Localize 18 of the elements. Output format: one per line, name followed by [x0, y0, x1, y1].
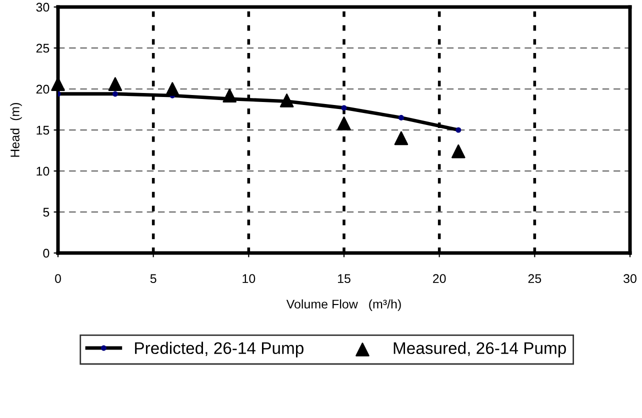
- x-axis-title: Volume Flow (m³/h): [286, 299, 401, 312]
- x-tick-label: 0: [55, 274, 61, 284]
- y-tick-label: 20: [36, 84, 50, 94]
- legend-label: Measured, 26-14 Pump: [394, 342, 566, 358]
- legend-label: Predicted, 26-14 Pump: [135, 342, 304, 358]
- y-tick-label: 30: [36, 2, 50, 12]
- y-tick-label: 0: [43, 248, 50, 258]
- y-tick-label: 25: [36, 44, 50, 53]
- x-tick-label: 10: [242, 274, 256, 284]
- y-tick-label: 10: [36, 166, 50, 176]
- x-tick-label: 5: [150, 274, 156, 284]
- y-axis-title: Head (m): [10, 102, 22, 157]
- y-tick-label: 15: [36, 126, 50, 135]
- x-tick-label: 15: [338, 274, 350, 284]
- x-tick-label: 20: [433, 274, 446, 284]
- x-tick-label: 30: [624, 274, 636, 284]
- x-tick-label: 25: [528, 274, 542, 284]
- y-tick-label: 5: [43, 208, 50, 217]
